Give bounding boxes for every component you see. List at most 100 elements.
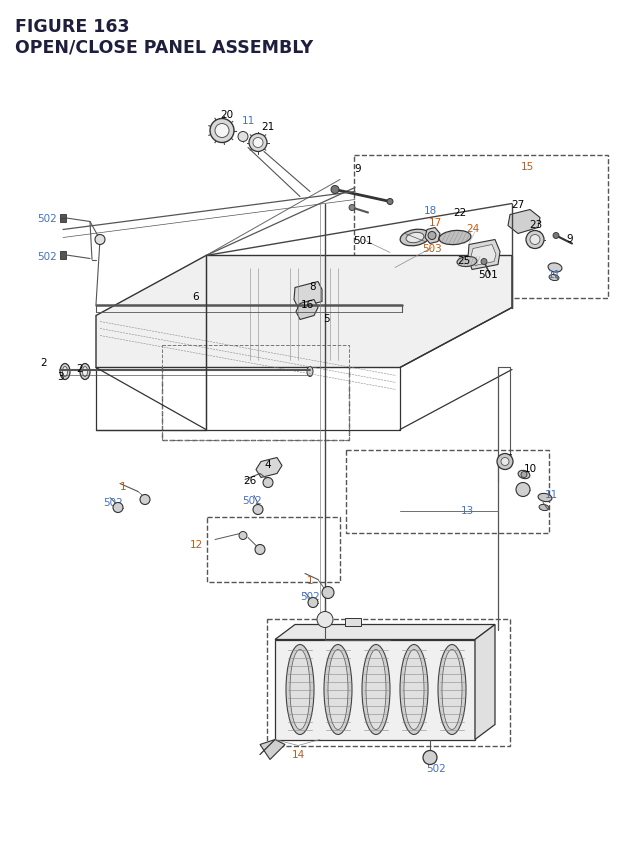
Ellipse shape: [83, 367, 88, 377]
Bar: [354, 155, 608, 298]
Ellipse shape: [518, 471, 530, 479]
Ellipse shape: [400, 230, 430, 246]
Text: 1: 1: [120, 481, 126, 491]
Ellipse shape: [457, 257, 477, 267]
Circle shape: [210, 120, 234, 143]
Circle shape: [423, 751, 437, 765]
Text: 11: 11: [241, 116, 255, 127]
Ellipse shape: [60, 364, 70, 380]
Circle shape: [317, 612, 333, 628]
Text: 11: 11: [547, 270, 561, 280]
Text: 17: 17: [428, 218, 442, 228]
Ellipse shape: [439, 231, 471, 245]
Circle shape: [255, 545, 265, 554]
Circle shape: [553, 233, 559, 239]
Polygon shape: [468, 240, 500, 270]
Text: 2: 2: [41, 357, 47, 367]
Circle shape: [215, 124, 229, 139]
Circle shape: [308, 598, 318, 608]
Polygon shape: [60, 251, 66, 259]
Circle shape: [526, 232, 544, 249]
Circle shape: [238, 133, 248, 142]
Text: 9: 9: [355, 164, 362, 173]
Text: 5: 5: [323, 314, 330, 324]
Polygon shape: [475, 625, 495, 740]
Text: 4: 4: [265, 459, 271, 469]
Polygon shape: [471, 245, 496, 266]
Text: 23: 23: [529, 220, 543, 230]
Text: 10: 10: [524, 463, 536, 473]
Circle shape: [387, 199, 393, 205]
Circle shape: [113, 503, 123, 513]
Text: 13: 13: [460, 506, 474, 516]
Text: 1: 1: [307, 575, 314, 585]
Polygon shape: [294, 282, 322, 308]
Circle shape: [253, 139, 263, 148]
Polygon shape: [345, 618, 361, 626]
Text: 502: 502: [37, 251, 57, 261]
Text: FIGURE 163: FIGURE 163: [15, 18, 129, 36]
Text: 21: 21: [261, 122, 275, 133]
Ellipse shape: [548, 263, 562, 273]
Ellipse shape: [290, 650, 310, 729]
Ellipse shape: [63, 367, 67, 377]
Text: 8: 8: [310, 282, 316, 292]
Text: 22: 22: [453, 208, 467, 218]
Text: 27: 27: [511, 201, 525, 210]
Circle shape: [95, 235, 105, 245]
Ellipse shape: [328, 650, 348, 729]
Ellipse shape: [362, 645, 390, 734]
Text: 2: 2: [77, 363, 83, 373]
Circle shape: [140, 495, 150, 505]
Polygon shape: [275, 625, 495, 640]
Text: 19: 19: [516, 483, 530, 493]
Ellipse shape: [438, 645, 466, 734]
Polygon shape: [260, 740, 285, 759]
Ellipse shape: [80, 364, 90, 380]
Text: 501: 501: [353, 235, 373, 245]
Text: 501: 501: [478, 270, 498, 280]
Text: 12: 12: [189, 539, 203, 548]
Ellipse shape: [442, 650, 462, 729]
Text: 502: 502: [426, 763, 446, 772]
Ellipse shape: [538, 494, 552, 502]
Text: 24: 24: [467, 224, 479, 234]
Ellipse shape: [549, 276, 559, 282]
Text: 18: 18: [424, 207, 436, 216]
Ellipse shape: [539, 505, 549, 511]
Circle shape: [428, 232, 436, 240]
Circle shape: [349, 205, 355, 211]
Text: 502: 502: [242, 495, 262, 505]
Text: OPEN/CLOSE PANEL ASSEMBLY: OPEN/CLOSE PANEL ASSEMBLY: [15, 39, 313, 57]
Circle shape: [253, 505, 263, 515]
Polygon shape: [60, 214, 66, 222]
Text: 502: 502: [300, 591, 320, 601]
Text: 502: 502: [37, 214, 57, 223]
Ellipse shape: [307, 367, 313, 377]
Text: 7: 7: [505, 454, 511, 464]
Polygon shape: [296, 300, 318, 320]
Polygon shape: [508, 210, 540, 234]
Text: 26: 26: [243, 476, 257, 486]
Ellipse shape: [400, 645, 428, 734]
Text: 16: 16: [300, 300, 314, 310]
Circle shape: [501, 458, 509, 466]
Circle shape: [239, 532, 247, 540]
Circle shape: [497, 454, 513, 470]
Circle shape: [331, 186, 339, 195]
Bar: [267, 619, 510, 746]
Text: 503: 503: [422, 243, 442, 253]
Bar: [346, 450, 549, 533]
Circle shape: [263, 478, 273, 488]
Text: 14: 14: [291, 750, 305, 759]
Polygon shape: [425, 228, 440, 245]
Text: 20: 20: [220, 110, 234, 121]
Circle shape: [249, 134, 267, 152]
Text: 25: 25: [458, 257, 470, 266]
Bar: [207, 517, 340, 582]
Polygon shape: [96, 257, 512, 368]
Circle shape: [516, 483, 530, 497]
Polygon shape: [256, 458, 282, 478]
Ellipse shape: [286, 645, 314, 734]
Polygon shape: [275, 640, 475, 740]
